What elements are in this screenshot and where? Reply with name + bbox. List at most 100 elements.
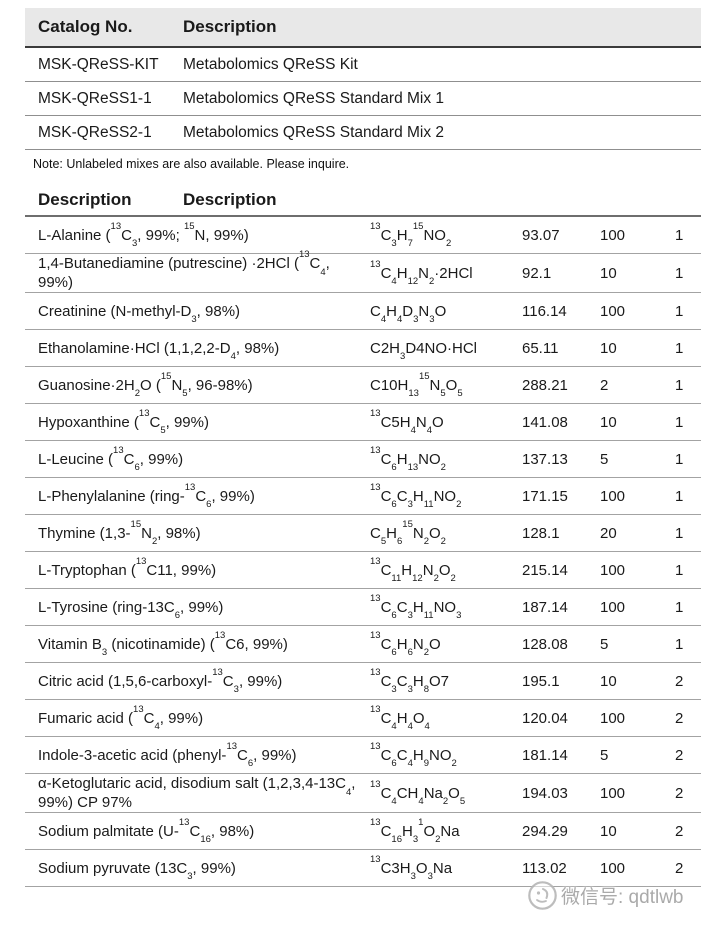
amount-cell: 100	[600, 561, 626, 579]
mw-cell: 120.04	[522, 709, 568, 727]
mw-cell: 113.02	[522, 859, 567, 877]
formula-cell: 13C4H4O4	[370, 703, 430, 733]
column-header-catalog-no: Catalog No.	[38, 17, 133, 36]
mix-cell: 2	[675, 746, 684, 764]
mw-cell: 181.14	[522, 746, 568, 764]
mix-cell: 1	[675, 302, 684, 320]
mix-cell: 1	[675, 524, 684, 542]
amount-cell: 100	[600, 302, 626, 320]
compound-table-header: Description Description	[25, 184, 701, 217]
mw-cell: 116.14	[522, 302, 567, 320]
mix-cell: 2	[675, 822, 684, 840]
mw-cell: 187.14	[522, 598, 568, 616]
compound-name-cell: L-Leucine (13C6, 99%)	[38, 444, 184, 474]
compound-name-cell: Hypoxanthine (13C5, 99%)	[38, 407, 209, 437]
compound-name-cell: Indole-3-acetic acid (phenyl-13C6, 99%)	[38, 740, 297, 770]
mw-cell: 294.29	[522, 822, 568, 840]
compound-row: Indole-3-acetic acid (phenyl-13C6, 99%) 1…	[25, 737, 701, 774]
mw-cell: 195.1	[522, 672, 560, 690]
amount-cell: 2	[600, 376, 609, 394]
mw-cell: 215.14	[522, 561, 568, 579]
mw-cell: 92.1	[522, 264, 552, 282]
compound-name-cell: L-Alanine (13C3, 99%; 15N, 99%)	[38, 220, 249, 250]
compound-name-cell: L-Tryptophan (13C11, 99%)	[38, 555, 217, 579]
compound-name-cell: Fumaric acid (13C4, 99%)	[38, 703, 204, 733]
description-cell: Metabolomics QReSS Standard Mix 1	[183, 89, 445, 107]
amount-cell: 10	[600, 264, 617, 282]
mw-cell: 171.15	[522, 487, 568, 505]
compound-name-cell: Ethanolamine·HCl (1,1,2,2-D4, 98%)	[38, 339, 280, 363]
mix-cell: 1	[675, 264, 684, 282]
column-header-description-2: Description	[183, 189, 277, 209]
amount-cell: 5	[600, 635, 609, 653]
formula-cell: C10H1315N5O5	[370, 370, 463, 400]
compound-row: L-Tyrosine (ring-13C6, 99%) 13C6C3H11NO3 1…	[25, 589, 701, 626]
compound-row: Sodium palmitate (U-13C16, 98%) 13C16H31O…	[25, 813, 701, 850]
compound-name-cell: Sodium pyruvate (13C3, 99%)	[38, 859, 236, 883]
amount-cell: 10	[600, 413, 617, 431]
mix-cell: 1	[675, 413, 684, 431]
formula-cell: 13C6H13NO2	[370, 444, 446, 474]
compound-row: 1,4-Butanediamine (putrescine) ·2HCl (13…	[25, 249, 701, 293]
compound-name-cell: Citric acid (1,5,6-carboxyl-13C3, 99%)	[38, 666, 283, 696]
mix-cell: 2	[675, 784, 684, 802]
catalog-no-cell: MSK-QReSS2-1	[38, 123, 152, 141]
formula-cell: 13C3H715NO2	[370, 220, 452, 250]
formula-cell: 13C11H12N2O2	[370, 555, 456, 585]
formula-cell: C2H3D4NO·HCl	[370, 339, 477, 363]
compound-row: Ethanolamine·HCl (1,1,2,2-D4, 98%) C2H3D4…	[25, 330, 701, 367]
catalog-page: Catalog No. Description MSK-QReSS-KIT Met…	[0, 8, 714, 925]
amount-cell: 5	[600, 450, 609, 468]
mix-cell: 1	[675, 226, 684, 244]
mix-cell: 1	[675, 450, 684, 468]
compound-row: L-Alanine (13C3, 99%; 15N, 99%) 13C3H715N…	[25, 217, 701, 254]
column-header-description-1: Description	[38, 189, 132, 209]
amount-cell: 20	[600, 524, 617, 542]
formula-cell: C5H615N2O2	[370, 518, 446, 548]
compound-name-cell: Creatinine (N-methyl-D3, 98%)	[38, 302, 241, 326]
amount-cell: 100	[600, 784, 626, 802]
mw-cell: 141.08	[522, 413, 568, 431]
amount-cell: 10	[600, 822, 617, 840]
amount-cell: 100	[600, 598, 626, 616]
compound-row: L-Phenylalanine (ring-13C6, 99%) 13C6C3H1…	[25, 478, 701, 515]
catalog-row: MSK-QReSS-KIT Metabolomics QReSS Kit	[25, 48, 701, 82]
availability-note: Note: Unlabeled mixes are also available…	[33, 157, 350, 171]
mw-cell: 137.13	[522, 450, 568, 468]
mw-cell: 93.07	[522, 226, 560, 244]
compound-row: L-Leucine (13C6, 99%) 13C6H13NO2 137.13 5 1	[25, 441, 701, 478]
mw-cell: 65.11	[522, 339, 559, 357]
compound-row: Vitamin B3 (nicotinamide) (13C6, 99%) 13C…	[25, 626, 701, 663]
compound-name-cell: Vitamin B3 (nicotinamide) (13C6, 99%)	[38, 629, 288, 659]
formula-cell: 13C16H31O2Na	[370, 816, 460, 846]
mix-cell: 2	[675, 672, 684, 690]
compound-name-cell: L-Tyrosine (ring-13C6, 99%)	[38, 598, 224, 622]
mix-cell: 1	[675, 561, 684, 579]
compound-row: Guanosine·2H2O (15N5, 96-98%) C10H1315N5O…	[25, 367, 701, 404]
mix-cell: 1	[675, 487, 684, 505]
mix-cell: 1	[675, 635, 684, 653]
amount-cell: 10	[600, 672, 617, 690]
formula-cell: 13C5H4N4O	[370, 407, 444, 437]
compound-row: Fumaric acid (13C4, 99%) 13C4H4O4 120.04 10…	[25, 700, 701, 737]
description-cell: Metabolomics QReSS Standard Mix 2	[183, 123, 445, 141]
catalog-no-cell: MSK-QReSS1-1	[38, 89, 152, 107]
formula-cell: 13C6C3H11NO3	[370, 592, 462, 622]
compound-name-cell: α-Ketoglutaric acid, disodium salt (1,2,…	[38, 775, 356, 811]
formula-cell: 13C3H3O3Na	[370, 853, 453, 883]
compound-row: Creatinine (N-methyl-D3, 98%) C4H4D3N3O 11…	[25, 293, 701, 330]
amount-cell: 100	[600, 709, 626, 727]
compound-row: Sodium pyruvate (13C3, 99%) 13C3H3O3Na 113…	[25, 850, 701, 887]
mix-cell: 1	[675, 339, 684, 357]
column-header-description: Description	[183, 17, 277, 36]
compound-name-cell: 1,4-Butanediamine (putrescine) ·2HCl (13…	[38, 249, 330, 291]
formula-cell: 13C6H6N2O	[370, 629, 441, 659]
catalog-table: Catalog No. Description MSK-QReSS-KIT Met…	[25, 8, 701, 171]
catalog-no-cell: MSK-QReSS-KIT	[38, 55, 159, 73]
formula-cell: 13C4CH4Na2O5	[370, 778, 466, 808]
formula-cell: 13C3C3H8O7	[370, 666, 450, 696]
mw-cell: 128.1	[522, 524, 560, 542]
compound-row: Thymine (1,3-15N2, 98%) C5H615N2O2 128.1 20…	[25, 515, 701, 552]
compound-name-cell: Thymine (1,3-15N2, 98%)	[38, 518, 201, 548]
catalog-row: MSK-QReSS2-1 Metabolomics QReSS Standard …	[25, 116, 701, 150]
